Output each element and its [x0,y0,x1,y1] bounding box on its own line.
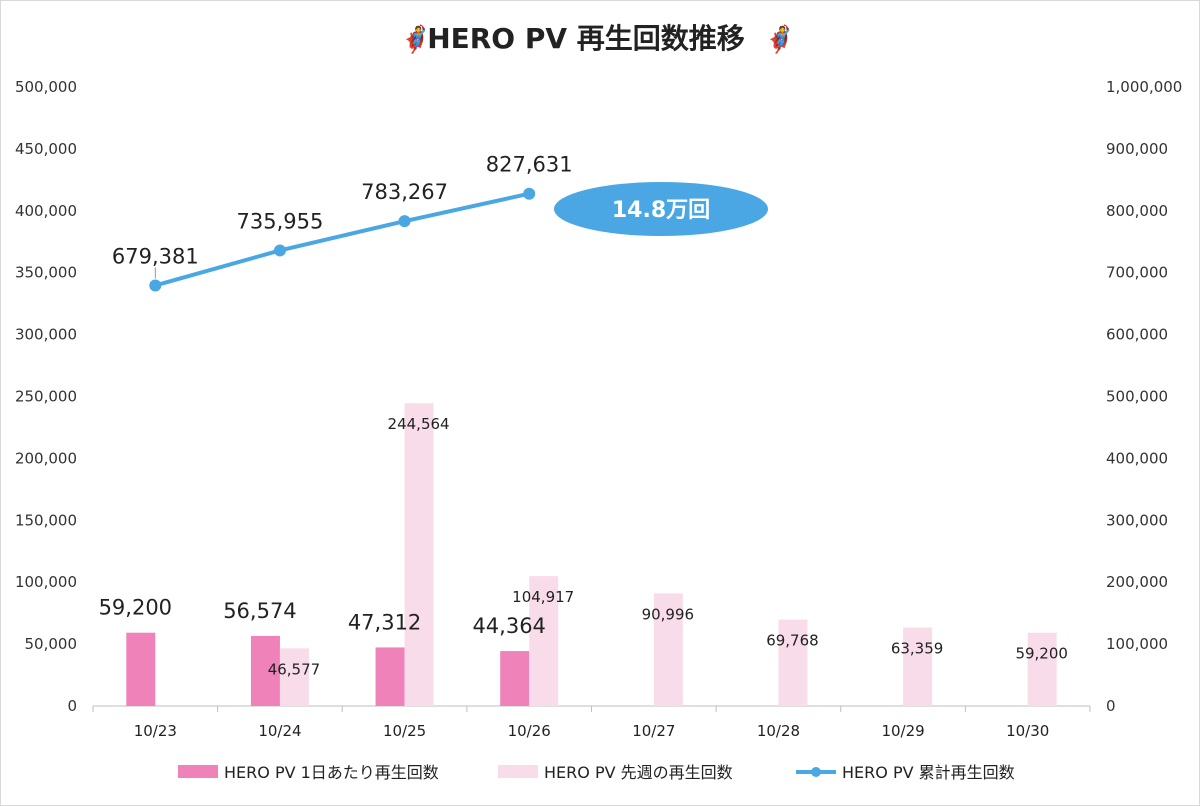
x-axis-tick-label: 10/27 [632,722,675,740]
right-axis-tick-label: 0 [1106,697,1116,715]
left-axis-tick-label: 250,000 [15,388,77,406]
left-axis-tick-label: 100,000 [15,573,77,591]
legend-marker-cumulative [811,767,821,777]
right-axis-tick-label: 300,000 [1106,511,1168,529]
data-label-lastweek: 59,200 [1015,645,1068,663]
right-axis-tick-label: 800,000 [1106,202,1168,220]
right-axis-tick-label: 1,000,000 [1106,78,1182,96]
bar-daily [375,647,405,706]
legend-label-daily: HERO PV 1日あたり再生回数 [224,763,439,782]
right-axis: 0 100,000 200,000 300,000 400,000 500,000 600,… [1106,78,1182,715]
bar-daily [500,651,530,706]
right-axis-tick-label: 500,000 [1106,388,1168,406]
right-axis-tick-label: 100,000 [1106,635,1168,653]
legend-swatch-lastweek [498,765,538,778]
bar-lastweek [1027,632,1057,706]
left-axis-tick-label: 400,000 [15,202,77,220]
point-cumulative [398,215,411,228]
left-axis-tick-label: 500,000 [15,78,77,96]
right-axis-tick-label: 200,000 [1106,573,1168,591]
data-labels: 59,200 56,574 47,312 44,364 46,577 244,564 104… [99,153,1068,679]
x-axis-tick-label: 10/23 [134,722,177,740]
data-label-daily: 44,364 [472,614,545,638]
bar-daily [126,632,156,706]
title-emoji-left: 🦸 [400,23,432,55]
chart-title-text: HERO PV 再生回数推移 [427,22,745,55]
legend: HERO PV 1日あたり再生回数 HERO PV 先週の再生回数 HERO P… [178,763,1015,782]
title-emoji-right: 🦸 [764,23,796,55]
point-cumulative [149,279,162,292]
data-label-cumulative: 783,267 [361,180,448,204]
left-axis-tick-label: 200,000 [15,449,77,467]
left-axis-tick-label: 0 [67,697,77,715]
bar-lastweek [903,627,933,706]
left-axis: 0 50,000 100,000 150,000 200,000 250,000 300,0… [15,78,77,715]
left-axis-tick-label: 50,000 [25,635,78,653]
annotation-callout: 14.8万回 [554,182,768,236]
callout-ellipse [554,182,768,236]
point-cumulative [273,244,286,257]
data-label-cumulative: 827,631 [486,153,573,177]
chart-title: 🦸 HERO PV 再生回数推移 🦸 [400,22,796,55]
bar-daily [250,635,280,706]
data-label-daily: 59,200 [99,596,172,620]
x-axis-tick-label: 10/25 [383,722,426,740]
x-axis-tick-label: 10/29 [881,722,924,740]
data-label-cumulative: 679,381 [112,244,199,268]
legend-swatch-daily [178,765,218,778]
bar-lastweek [279,648,309,706]
left-axis-tick-label: 350,000 [15,264,77,282]
bar-lastweek [778,619,808,706]
data-label-lastweek: 46,577 [268,660,321,678]
data-label-daily: 47,312 [348,610,421,634]
x-axis-tick-label: 10/30 [1006,722,1049,740]
legend-label-lastweek: HERO PV 先週の再生回数 [544,763,733,782]
point-cumulative [523,187,536,200]
data-label-lastweek: 69,768 [766,632,819,650]
right-axis-tick-label: 900,000 [1106,140,1168,158]
x-axis-tick-label: 10/28 [757,722,800,740]
right-axis-tick-label: 700,000 [1106,264,1168,282]
data-label-lastweek: 104,917 [512,588,574,606]
legend-label-cumulative: HERO PV 累計再生回数 [842,763,1015,782]
legend-item-daily: HERO PV 1日あたり再生回数 [178,763,439,782]
data-label-daily: 56,574 [223,599,296,623]
line-cumulative [154,191,530,288]
x-axis-tick-label: 10/26 [508,722,551,740]
data-label-lastweek: 244,564 [388,415,450,433]
right-axis-tick-label: 400,000 [1106,449,1168,467]
bar-lastweek [404,403,434,706]
bar-lastweek [653,593,683,706]
left-axis-tick-label: 150,000 [15,511,77,529]
data-label-lastweek: 90,996 [642,605,695,623]
legend-item-cumulative: HERO PV 累計再生回数 [796,763,1015,782]
right-axis-tick-label: 600,000 [1106,326,1168,344]
bars [126,403,1057,706]
left-axis-tick-label: 450,000 [15,140,77,158]
callout-text: 14.8万回 [612,198,710,223]
left-axis-tick-label: 300,000 [15,326,77,344]
legend-item-lastweek: HERO PV 先週の再生回数 [498,763,733,782]
x-axis-tick-label: 10/24 [258,722,301,740]
data-label-lastweek: 63,359 [891,640,944,658]
bar-lastweek [529,576,559,706]
data-label-cumulative: 735,955 [237,209,324,233]
line-series [149,187,536,292]
